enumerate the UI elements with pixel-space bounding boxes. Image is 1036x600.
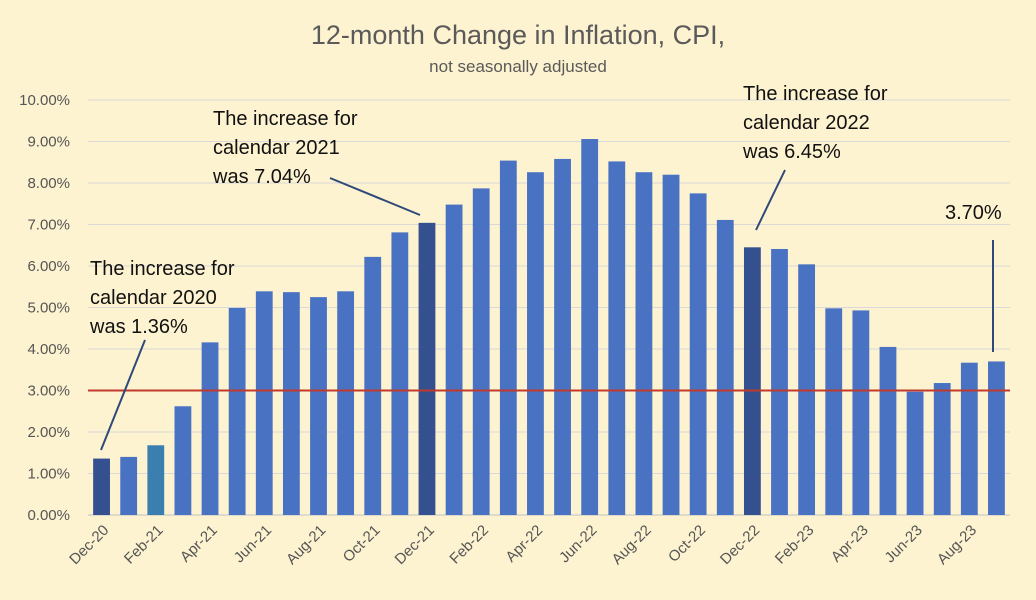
- x-tick-label: Oct-22: [665, 522, 709, 566]
- bar: [771, 248, 788, 516]
- bar: [201, 342, 219, 515]
- x-tick-label: Feb-22: [446, 522, 492, 568]
- bar: [825, 308, 843, 515]
- annotation-arrow: [755, 169, 786, 231]
- annotation-text: calendar 2022: [743, 112, 870, 134]
- annotation-text: was 7.04%: [212, 166, 311, 188]
- bar: [960, 362, 978, 515]
- y-axis-ticks: 0.00% 1.00% 2.00% 3.00% 4.00% 5.00% 6.00% 7.00%…: [19, 92, 70, 524]
- y-tick-label: 5.00%: [27, 300, 70, 317]
- bar: [499, 160, 517, 515]
- bar: [364, 256, 382, 515]
- x-tick-label: Aug-22: [609, 522, 655, 568]
- bar: [906, 391, 924, 515]
- x-tick-label: Feb-21: [121, 522, 167, 568]
- bars: [93, 139, 1005, 516]
- annotation-text: The increase for: [90, 258, 235, 280]
- x-tick-label: Feb-23: [772, 522, 818, 568]
- annotation-text: was 1.36%: [89, 316, 188, 338]
- annotation-text: The increase for: [743, 83, 888, 105]
- bar: [418, 222, 436, 515]
- y-tick-label: 2.00%: [27, 424, 70, 441]
- x-tick-label: Jun-22: [556, 522, 600, 566]
- bar: [93, 458, 110, 515]
- annotation-text: The increase for: [213, 108, 358, 130]
- bar: [988, 361, 1005, 515]
- gridlines: [88, 99, 1010, 516]
- annotation-text: calendar 2021: [213, 137, 340, 159]
- bar: [147, 445, 165, 515]
- y-tick-label: 3.00%: [27, 383, 70, 400]
- y-tick-label: 6.00%: [27, 258, 70, 275]
- bar: [662, 174, 680, 515]
- bar: [174, 406, 192, 515]
- bar: [608, 161, 626, 516]
- x-tick-label: Jun-23: [881, 522, 925, 566]
- annotations: The increase for calendar 2020 was 1.36% Th…: [89, 83, 1002, 451]
- annotation-arrow: [100, 339, 146, 451]
- bar: [716, 219, 734, 515]
- x-tick-label: Aug-21: [283, 522, 329, 568]
- y-tick-label: 8.00%: [27, 175, 70, 192]
- bar: [310, 297, 327, 515]
- x-tick-label: Oct-21: [340, 522, 384, 566]
- bar: [879, 346, 897, 515]
- x-tick-label: Dec-20: [66, 522, 112, 568]
- x-tick-label: Dec-21: [392, 522, 438, 568]
- y-tick-label: 7.00%: [27, 217, 70, 234]
- bar: [527, 172, 544, 515]
- bar: [282, 292, 300, 515]
- y-tick-label: 10.00%: [19, 92, 70, 109]
- bar: [337, 291, 355, 515]
- bar: [581, 139, 599, 515]
- x-tick-label: Apr-23: [828, 522, 872, 566]
- bar: [472, 188, 490, 515]
- x-tick-label: Dec-22: [717, 522, 763, 568]
- y-tick-label: 0.00%: [27, 507, 70, 524]
- x-tick-label: Apr-21: [177, 522, 221, 566]
- annotation-text: calendar 2020: [90, 287, 217, 309]
- bar: [228, 307, 246, 515]
- y-tick-label: 1.00%: [27, 466, 70, 483]
- bar: [391, 232, 409, 515]
- y-tick-label: 9.00%: [27, 134, 70, 151]
- bar: [554, 158, 571, 515]
- y-tick-label: 4.00%: [27, 341, 70, 358]
- bar: [635, 172, 653, 515]
- x-tick-label: Jun-21: [231, 522, 275, 566]
- bar: [120, 456, 138, 515]
- x-axis-ticks: Dec-20 Feb-21 Apr-21 Jun-21 Aug-21 Oct-21 Dec-…: [66, 522, 980, 568]
- bar: [255, 291, 273, 515]
- bar: [933, 383, 951, 515]
- bar: [852, 310, 870, 515]
- chart-subtitle: not seasonally adjusted: [429, 57, 607, 76]
- annotation-text: 3.70%: [945, 202, 1002, 224]
- bar: [689, 193, 707, 515]
- annotation-text: was 6.45%: [742, 141, 841, 163]
- bar: [445, 204, 463, 515]
- chart-title: 12-month Change in Inflation, CPI,: [311, 20, 725, 50]
- bar: [743, 247, 761, 515]
- x-tick-label: Aug-23: [934, 522, 980, 568]
- x-tick-label: Apr-22: [502, 522, 546, 566]
- annotation-arrow: [329, 177, 421, 216]
